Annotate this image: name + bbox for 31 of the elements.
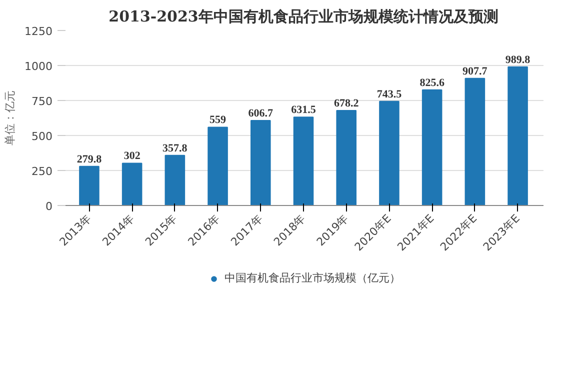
y-tick-label: 1000 [24,60,53,73]
bar [164,154,186,206]
data-label: 279.8 [76,153,102,166]
bar [464,78,486,206]
bar [293,116,314,206]
y-tick-label: 0 [46,200,52,213]
data-label: 989.8 [505,54,531,66]
bar [508,66,528,206]
data-label: 743.5 [376,88,402,100]
bar [379,100,400,206]
data-label: 606.7 [248,108,274,120]
data-label: 631.5 [291,104,316,116]
data-label: 825.6 [420,76,445,89]
bar [208,126,228,206]
data-label: 907.7 [462,65,488,78]
bar [79,166,100,206]
y-axis-title: 单位：亿元 [4,90,17,146]
bar [250,120,271,206]
bar [122,162,142,206]
y-tick-label: 1250 [24,25,53,38]
legend-label: 中国有机食品行业市场规模（亿元） [224,270,400,286]
y-tick-label: 500 [32,130,53,143]
chart-title: 2013-2023年中国有机食品行业市场规模统计情况及预测 [108,8,498,26]
bar [422,89,442,206]
bar [336,110,356,206]
data-label: 357.8 [162,142,188,154]
data-label: 559 [210,114,227,126]
data-label: 678.2 [334,98,360,110]
y-tick-label: 250 [32,165,53,178]
data-label: 302 [124,150,141,162]
y-tick-label: 750 [32,95,53,108]
